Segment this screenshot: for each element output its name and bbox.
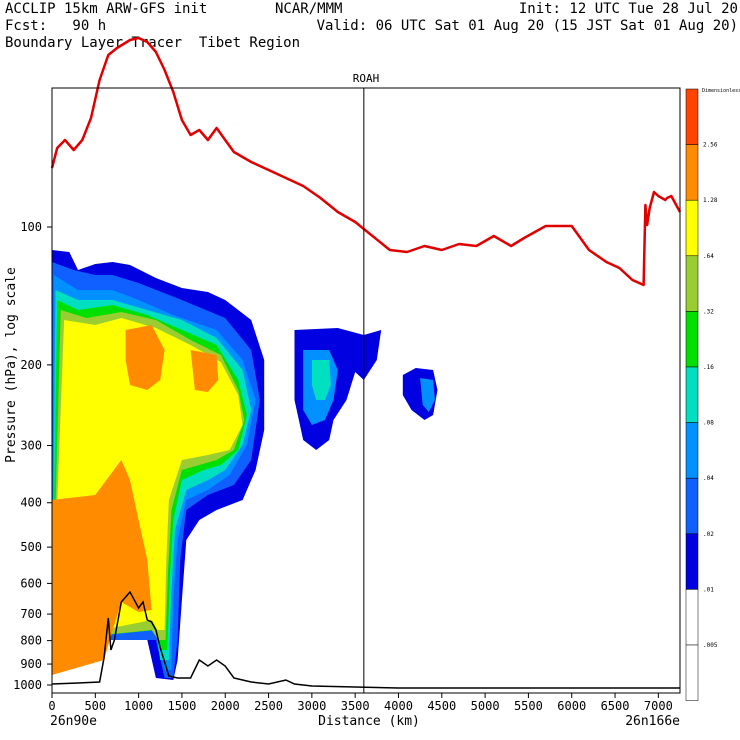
colorbar: Dimensionless 2.56 1.28 .64 .32 .16 .08 .04 .02.… <box>685 88 740 701</box>
x-tick-label: 5000 <box>471 699 500 713</box>
y-tick-label: 500 <box>20 540 42 554</box>
plot-frame <box>51 87 681 694</box>
colorbar-level-label: .02 <box>703 531 714 538</box>
x-tick-label: 1000 <box>124 699 153 713</box>
x-end-label: 26n166e <box>625 714 680 729</box>
colorbar-swatch <box>685 311 699 368</box>
tracer-region-7 <box>52 460 152 675</box>
colorbar-swatch <box>685 199 699 257</box>
x-tick-label: 500 <box>84 699 106 713</box>
tracer-region-14 <box>420 378 435 412</box>
header-org: NCAR/MMM <box>275 1 343 17</box>
colorbar-level-label: .005 <box>703 642 718 649</box>
colorbar-swatch <box>685 255 699 312</box>
colorbar-level-label: .08 <box>703 420 714 427</box>
y-tick-label: 600 <box>20 576 42 590</box>
x-tick-label: 1500 <box>167 699 196 713</box>
colorbar-level-label: .32 <box>703 308 714 315</box>
colorbar-swatch <box>685 477 699 535</box>
colorbar-swatch <box>685 88 699 145</box>
x-start-label: 26n90e <box>50 714 97 729</box>
tropopause-line <box>50 36 682 287</box>
colorbar-level-label: .01 <box>703 586 714 593</box>
terrain-line <box>51 590 680 689</box>
header-forecast-hour: Fcst: 90 h <box>5 18 107 34</box>
colorbar-swatch <box>685 533 699 590</box>
header-valid-time: Valid: 06 UTC Sat 01 Aug 20 (15 JST Sat … <box>316 18 738 34</box>
header-model-title: ACCLIP 15km ARW-GFS init <box>5 1 208 17</box>
y-tick-label: 900 <box>20 657 42 671</box>
colorbar-level-label: 2.56 <box>703 142 718 149</box>
y-tick-label: 800 <box>20 634 42 648</box>
colorbar-swatch <box>685 422 699 479</box>
x-tick-label: 6500 <box>601 699 630 713</box>
colorbar-level-label: .64 <box>703 253 714 260</box>
y-tick-label: 300 <box>20 439 42 453</box>
y-tick-label: 700 <box>20 607 42 621</box>
header-field-description: Boundary Layer Tracer Tibet Region <box>5 35 301 51</box>
tracer-region-8 <box>125 325 165 390</box>
y-tick-label: 1000 <box>13 678 42 692</box>
colorbar-title: Dimensionless <box>702 88 740 94</box>
x-tick-label: 7000 <box>644 699 673 713</box>
x-tick-label: 5500 <box>514 699 543 713</box>
chart-title: ROAH <box>353 72 380 85</box>
y-tick-label: 100 <box>20 220 42 234</box>
axes-layer: 0 500 1000 1500 2000 2500 3000 3500 4000 4500 5000… <box>13 220 673 713</box>
colorbar-level-label: 1.28 <box>703 197 718 204</box>
y-tick-label: 200 <box>20 358 42 372</box>
x-tick-label: 3500 <box>341 699 370 713</box>
x-tick-label: 0 <box>48 699 55 713</box>
x-tick-label: 6000 <box>557 699 586 713</box>
x-tick-label: 3000 <box>297 699 326 713</box>
x-tick-label: 4000 <box>384 699 413 713</box>
tracer-region-12 <box>311 360 331 400</box>
x-tick-label: 4500 <box>427 699 456 713</box>
colorbar-swatch <box>685 644 699 701</box>
colorbar-swatch <box>685 144 699 201</box>
x-tick-label: 2000 <box>211 699 240 713</box>
y-tick-label: 400 <box>20 496 42 510</box>
line-layer <box>50 36 682 693</box>
colorbar-swatch <box>685 366 699 423</box>
tracer-region-9 <box>190 350 219 392</box>
x-axis-label: Distance (km) <box>318 714 420 729</box>
header-init-time: Init: 12 UTC Tue 28 Jul 20 <box>518 1 738 17</box>
x-tick-label: 2500 <box>254 699 283 713</box>
colorbar-level-label: .16 <box>703 364 714 371</box>
tracer-fill-layer <box>52 250 438 680</box>
y-axis-label: Pressure (hPa), log scale <box>4 267 19 463</box>
colorbar-swatch <box>685 589 699 646</box>
colorbar-level-label: .04 <box>703 475 714 482</box>
